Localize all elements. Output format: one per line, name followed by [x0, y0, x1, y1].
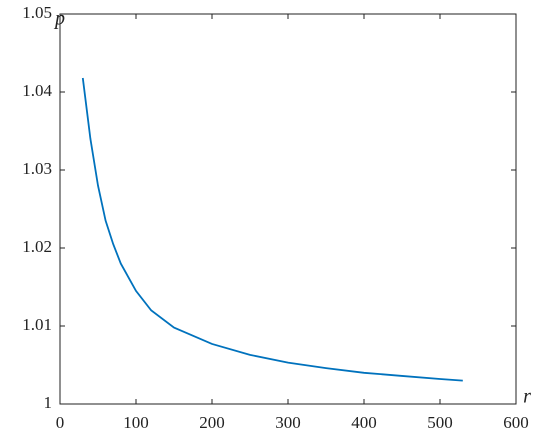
x-tick-label: 300 — [275, 413, 301, 432]
x-axis-label: r — [523, 386, 531, 408]
y-tick-label: 1 — [44, 393, 53, 412]
y-tick-label: 1.05 — [22, 3, 52, 22]
y-tick-label: 1.01 — [22, 315, 52, 334]
y-axis-label: p — [53, 8, 65, 30]
x-tick-label: 100 — [123, 413, 149, 432]
x-tick-label: 500 — [427, 413, 453, 432]
x-tick-label: 0 — [56, 413, 65, 432]
x-tick-label: 400 — [351, 413, 377, 432]
y-tick-label: 1.03 — [22, 159, 52, 178]
y-tick-label: 1.04 — [22, 81, 52, 100]
y-tick-label: 1.02 — [22, 237, 52, 256]
x-tick-label: 200 — [199, 413, 225, 432]
plot-frame — [59, 13, 517, 405]
x-tick-label: 600 — [503, 413, 529, 432]
data-line — [81, 77, 463, 382]
